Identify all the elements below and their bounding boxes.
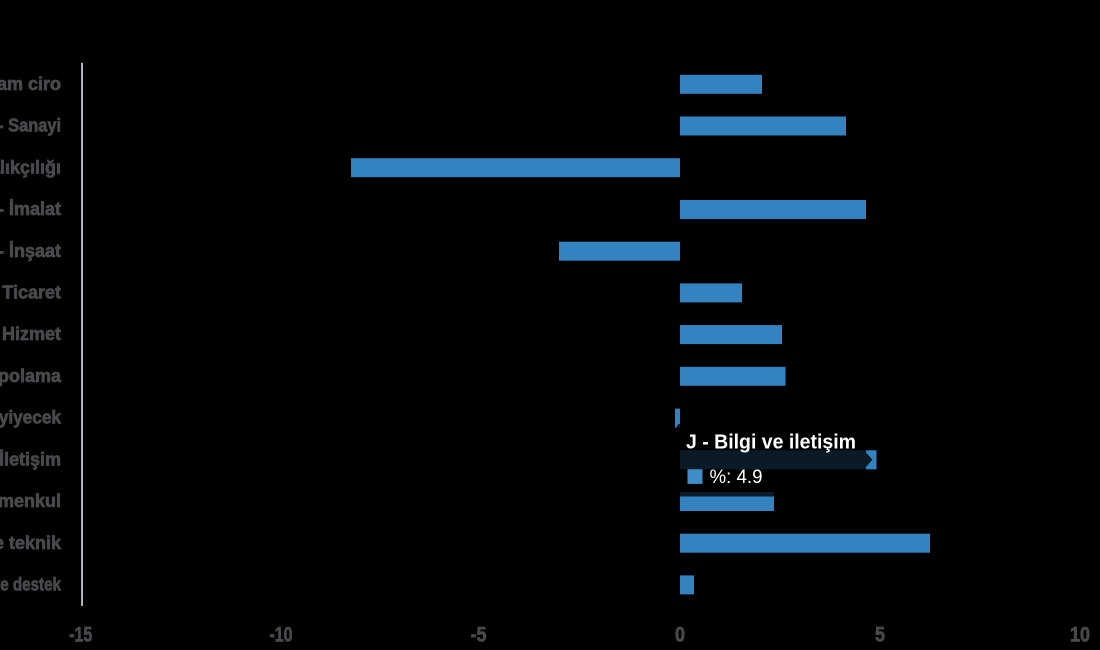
svg-text:J - Bilgi ve İletişim: J - Bilgi ve İletişim [0, 449, 61, 469]
svg-text:H - Ulaştırma ve depolama: H - Ulaştırma ve depolama [0, 366, 62, 386]
svg-text:C - İmalat: C - İmalat [0, 199, 61, 219]
svg-text:%: 4.9: %: 4.9 [710, 467, 763, 488]
svg-text:I - Konaklama ve yiyecek: I - Konaklama ve yiyecek [0, 408, 62, 428]
svg-text:5: 5 [875, 624, 885, 647]
svg-text:Hizmet: Hizmet [2, 324, 61, 344]
svg-text:-5: -5 [471, 624, 487, 647]
svg-text:J - Bilgi ve iletişim: J - Bilgi ve iletişim [686, 432, 856, 454]
svg-text:Toplam ciro: Toplam ciro [0, 74, 61, 94]
svg-text:M - Mesleki, bilimsel ve tekni: M - Mesleki, bilimsel ve teknik [0, 533, 62, 553]
svg-text:N - İdari ve destek: N - İdari ve destek [0, 575, 62, 595]
svg-text:F - İnşaat: F - İnşaat [0, 241, 61, 261]
svg-text:-15: -15 [69, 624, 92, 647]
svg-text:-10: -10 [270, 624, 293, 647]
svg-text:L - Gayrimenkul: L - Gayrimenkul [0, 491, 61, 511]
svg-text:A - Tarım, ormancılık ve balık: A - Tarım, ormancılık ve balıkçılığı [0, 157, 61, 177]
svg-text:0: 0 [675, 624, 685, 647]
svg-text:B+C+D - Sanayi: B+C+D - Sanayi [0, 116, 61, 136]
svg-text:G - Ticaret: G - Ticaret [0, 283, 61, 303]
svg-text:10: 10 [1070, 624, 1090, 647]
